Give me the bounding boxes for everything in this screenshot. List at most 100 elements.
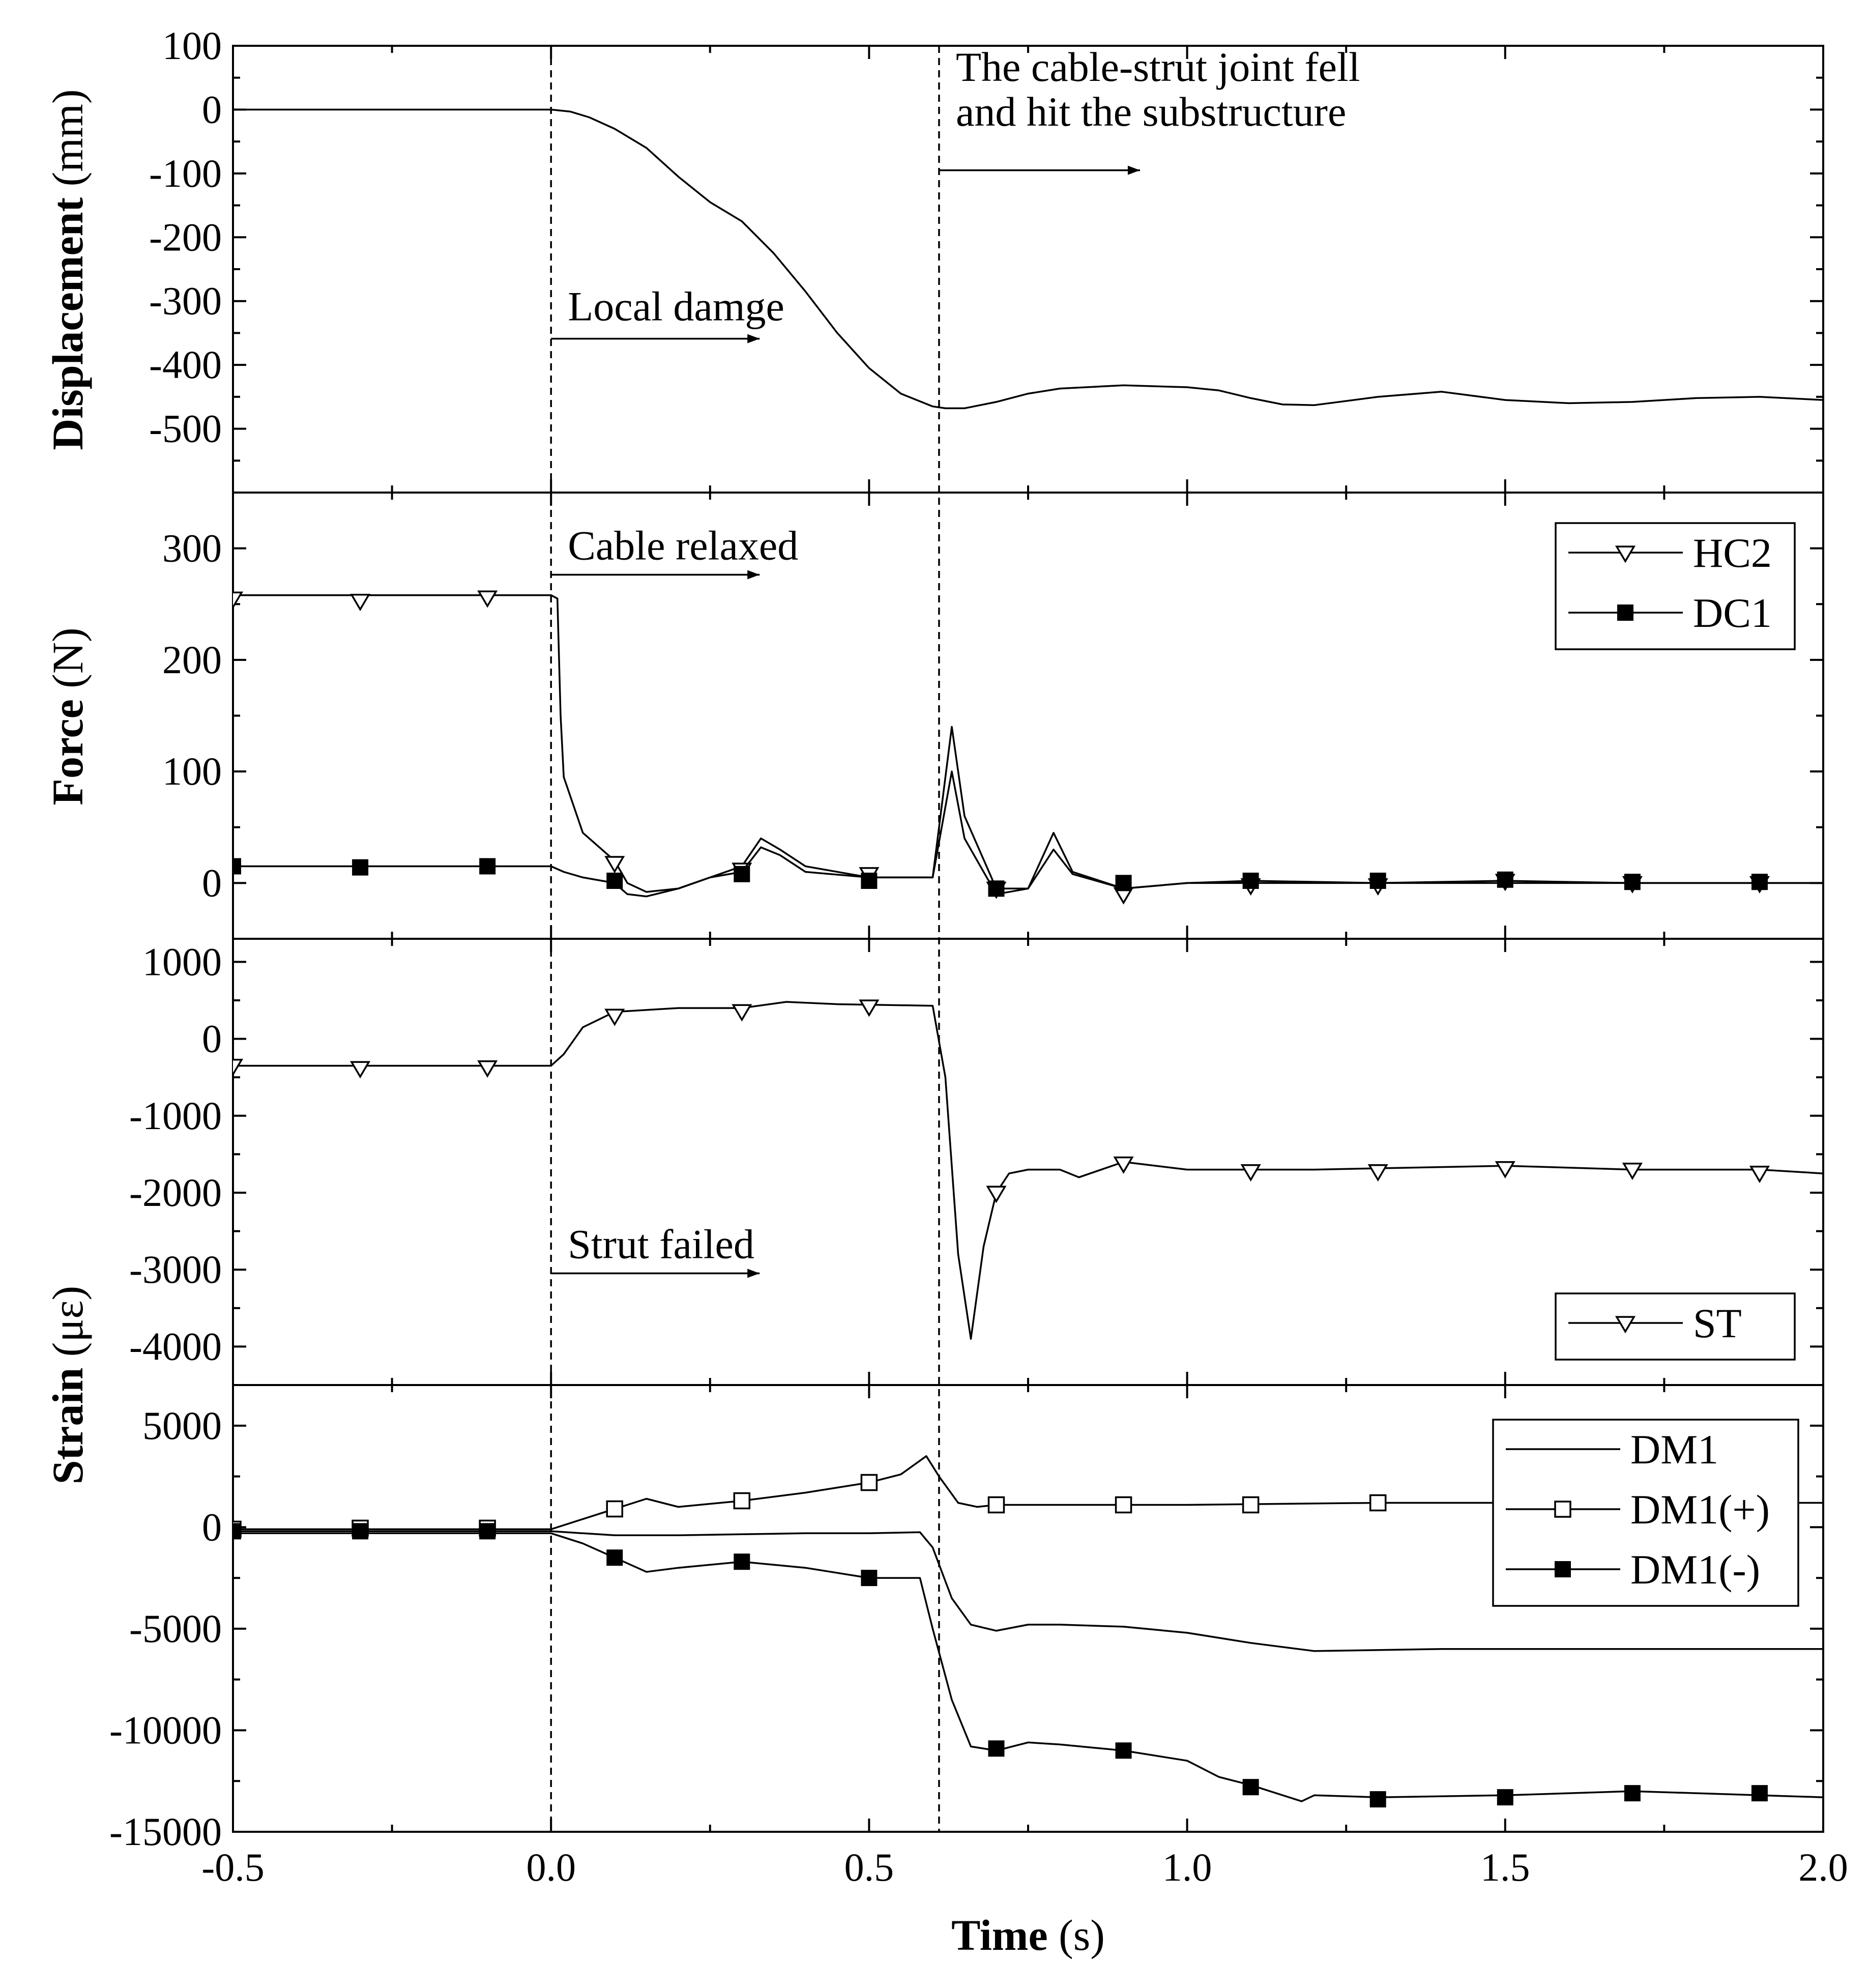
- displacement-axis-label-name: Displacement: [43, 197, 92, 450]
- series-dm1-marker: [860, 1474, 878, 1491]
- y-tick-label: 0: [202, 1017, 222, 1061]
- series-hc2-line: [233, 594, 1823, 893]
- series-st-marker: [1367, 1164, 1388, 1182]
- legend-marker: [1554, 1501, 1571, 1518]
- y-tick-label: 100: [162, 749, 222, 793]
- y-tick-label: -1000: [129, 1093, 222, 1138]
- y-tick-label: 0: [202, 1505, 222, 1549]
- legend-marker: [1615, 545, 1636, 563]
- x-tick-label: 1.5: [1480, 1845, 1530, 1889]
- annotation-arrow-head: [1127, 165, 1140, 175]
- series-st-marker: [604, 1009, 625, 1026]
- strain-axis-label-unit: (με): [43, 1286, 92, 1368]
- annotation-arrow: [551, 334, 760, 343]
- series-st-marker: [1495, 1161, 1515, 1179]
- series-dm1-line: [233, 1530, 1823, 1652]
- series-dm1-marker: [1115, 1496, 1132, 1514]
- series-dm1-marker: [233, 1523, 241, 1540]
- series-hc2-marker: [233, 591, 244, 609]
- annotation-arrow: [551, 570, 760, 580]
- series-dm1-marker: [1369, 1791, 1386, 1808]
- series-dm1-marker: [479, 1523, 496, 1540]
- force-axis-label-name: Force: [43, 699, 92, 805]
- legend-label: DM1: [1630, 1426, 1718, 1473]
- y-tick-label: 0: [202, 87, 222, 131]
- series-dc1-marker: [861, 872, 878, 889]
- series-dc1-marker: [1751, 874, 1768, 890]
- legend-marker: [1555, 1561, 1571, 1577]
- force-axis-label-unit: (N): [43, 627, 92, 699]
- series-dc1-marker: [1369, 872, 1386, 889]
- series-dm1-marker: [987, 1496, 1005, 1514]
- legend-box: [1555, 522, 1796, 650]
- series-dc1-marker: [1497, 871, 1513, 888]
- series-st-marker: [859, 999, 880, 1017]
- annotation-arrow: [551, 1269, 760, 1278]
- series-dc1-marker: [1115, 875, 1132, 891]
- series-dm1-marker: [734, 1553, 750, 1570]
- series-st-marker: [477, 1060, 498, 1078]
- series-dc1-marker: [1242, 872, 1259, 889]
- series-dm1-marker: [1751, 1785, 1768, 1802]
- legend: DM1 DM1(+) DM1(-): [1492, 1419, 1799, 1607]
- y-tick-label: -15000: [109, 1809, 222, 1854]
- annotation-text: Strut failed: [568, 1221, 754, 1267]
- y-tick-label: -100: [149, 151, 222, 195]
- series-group: [233, 590, 1823, 905]
- series-dm1-marker: [1242, 1779, 1259, 1796]
- series-dm1-marker: [1369, 1494, 1387, 1512]
- x-tick-label: 2.0: [1798, 1845, 1848, 1889]
- x-axis-label: Time (s): [951, 1911, 1105, 1960]
- y-tick-label: 0: [202, 860, 222, 905]
- time-axis: Time (s) -0.5 0.0 0.5 1.0 1.5 2.0: [201, 1845, 1848, 1960]
- series-group: [233, 999, 1823, 1340]
- x-axis-label-name: Time: [951, 1911, 1048, 1960]
- series-dc1-marker: [233, 858, 241, 875]
- series-dm1-marker: [352, 1523, 369, 1540]
- series-hc2-marker: [604, 856, 625, 874]
- x-axis-label-unit: (s): [1048, 1911, 1105, 1960]
- displacement-axis-label-unit: (mm): [43, 89, 92, 197]
- legend: ST: [1555, 1292, 1796, 1361]
- series-dc1-line: [233, 770, 1823, 898]
- series-dc1-marker: [352, 859, 369, 876]
- y-tick-label: -300: [149, 279, 222, 323]
- x-tick-label: 0.5: [844, 1845, 894, 1889]
- y-tick-label: -5000: [129, 1606, 222, 1651]
- annotation-text: Local damge: [568, 283, 784, 329]
- series-dc1-marker: [988, 880, 1005, 897]
- series-dc1-marker: [479, 858, 496, 875]
- panel-strain-DM: 5000 0 -5000 -10000 -15000 DM1 DM1(+) DM1(-): [109, 1384, 1824, 1854]
- series-dc1-marker: [1624, 874, 1641, 890]
- x-tick-label: 1.0: [1162, 1845, 1212, 1889]
- annotation-arrow-head: [747, 1269, 760, 1278]
- series-dm1-marker: [861, 1570, 878, 1587]
- y-tick-label: -10000: [109, 1708, 222, 1752]
- panel-strain-ST: 1000 0 -1000 -2000 -3000 -4000 Strut failed ST: [129, 938, 1824, 1386]
- series-st-marker: [1240, 1164, 1261, 1182]
- legend-label: HC2: [1693, 530, 1772, 576]
- legend-label: ST: [1693, 1300, 1742, 1346]
- y-tick-label: -2000: [129, 1170, 222, 1215]
- y-tick-label: -500: [149, 407, 222, 451]
- series-st-marker: [1622, 1162, 1643, 1180]
- event-lines: [550, 46, 940, 1832]
- series-st-marker: [1113, 1156, 1134, 1174]
- series-dm1-marker: [606, 1500, 623, 1518]
- series-dc1-marker: [606, 872, 623, 889]
- series-dm1-marker: [606, 1549, 623, 1566]
- series-st-marker: [986, 1186, 1007, 1203]
- legend-label: DC1: [1693, 590, 1772, 636]
- series-displacement-line: [233, 108, 1823, 410]
- series-dm1-marker: [1242, 1496, 1260, 1514]
- y-tick-label: -200: [149, 215, 222, 259]
- y-tick-label: -4000: [129, 1324, 222, 1368]
- annotation-arrow-head: [747, 334, 760, 343]
- x-tick-label: -0.5: [201, 1845, 264, 1889]
- series-st-line: [233, 1001, 1823, 1340]
- legend-marker: [1617, 604, 1633, 621]
- legend-box: [1555, 1292, 1796, 1361]
- series-dm1-line: [233, 1532, 1823, 1802]
